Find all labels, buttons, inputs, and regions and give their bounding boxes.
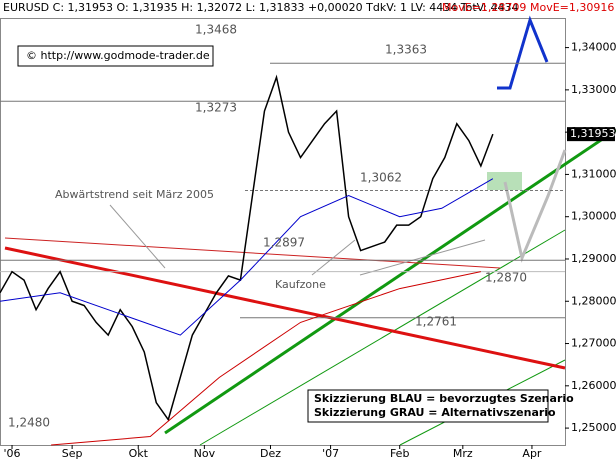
y-tick-label: 1,34000: [571, 41, 616, 54]
level-label: 1,2870: [485, 271, 527, 285]
trendline: [4, 246, 566, 370]
x-tick-label: '07: [322, 447, 339, 460]
plot-frame: [0, 18, 566, 446]
scenario-grey: [503, 149, 567, 263]
level-label: 1,3468: [195, 23, 237, 37]
y-tick-label: 1,26000: [571, 379, 616, 392]
level-label: 1,2897: [263, 236, 305, 250]
x-tick-label: Feb: [390, 447, 409, 460]
zone: [487, 172, 522, 190]
moving-average: [0, 178, 494, 336]
trendline: [4, 237, 501, 269]
header-ma-blue: MovE=1,30916: [530, 1, 614, 14]
x-tick-label: Dez: [260, 447, 281, 460]
level-label: 1,2761: [415, 315, 457, 329]
arrow: [311, 239, 356, 276]
y-tick-label: 1,29000: [571, 252, 616, 265]
level-label: 1,3273: [195, 101, 237, 115]
x-tick-label: Mrz: [453, 447, 473, 460]
y-tick-label: 1,25000: [571, 421, 616, 434]
x-tick-label: Okt: [129, 447, 149, 460]
x-tick-label: '06: [4, 447, 21, 460]
y-tick-label: 1,27000: [571, 337, 616, 350]
x-tick-label: Sep: [62, 447, 83, 460]
price-line: [0, 74, 494, 422]
level-label: 1,3062: [360, 171, 402, 185]
plot: [0, 15, 616, 446]
y-tick-label: 1,30000: [571, 210, 616, 223]
copyright-box: [17, 45, 214, 67]
copyright: © http://www.godmode-trader.de: [26, 49, 210, 62]
annotation: Kaufzone: [275, 278, 326, 291]
header-ma-red: MovE=1,28709: [442, 1, 526, 14]
x-tick-label: Nov: [194, 447, 216, 460]
trendline: [164, 128, 616, 435]
y-tick-label: 1,28000: [571, 294, 616, 307]
arrow: [109, 204, 166, 269]
last-price-box: [567, 127, 615, 142]
trendline: [199, 229, 566, 446]
level-label: 1,3363: [385, 43, 427, 57]
x-tick-label: Apr: [522, 447, 542, 460]
scenario-blue: [497, 15, 549, 90]
annotation: Abwärtstrend seit März 2005: [55, 188, 214, 201]
moving-average: [51, 271, 481, 446]
annotation: Skizzierung BLAU = bevorzugtes Szenario: [314, 392, 574, 405]
arrow: [359, 239, 486, 276]
y-tick-label: 1,33000: [571, 83, 616, 96]
level-label: 1,2480: [8, 416, 50, 430]
header-quote: EURUSD C: 1,31953 O: 1,31935 H: 1,32072 …: [3, 1, 519, 14]
legend-box: [307, 389, 549, 423]
annotation: Skizzierung GRAU = Alternativszenario: [314, 406, 556, 419]
last-price-label: 1,31953: [570, 127, 616, 140]
y-tick-label: 1,31000: [571, 167, 616, 180]
